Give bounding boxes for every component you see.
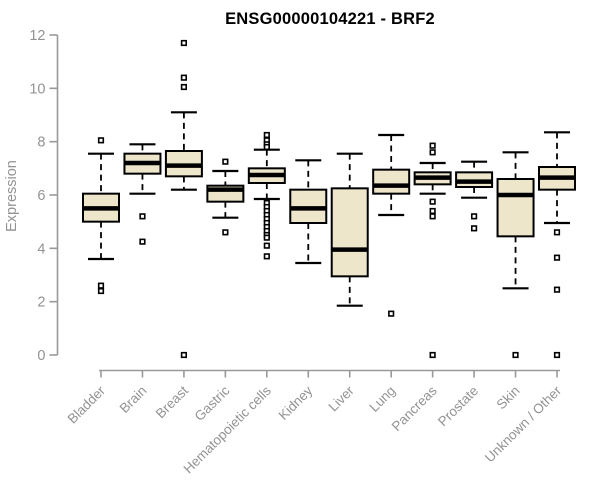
outlier-Bladder [97,287,105,295]
outlier-Pancreas [429,149,436,156]
outlier-Hematopoietic cells [263,242,270,249]
x-category-label: Liver [326,383,358,415]
x-category-label: Lung [366,383,398,415]
outlier-Pancreas [429,207,436,215]
outlier-Gastric [222,158,229,165]
outlier-Skin [512,351,519,359]
outlier-Hematopoietic cells [263,253,270,260]
outlier-Hematopoietic cells [263,143,270,151]
chart-title: ENSG00000104221 - BRF2 [225,10,435,28]
outlier-Prostate [470,213,478,220]
outlier-Bladder [97,282,105,289]
y-tick-label: 10 [29,81,45,97]
outlier-Breast [180,39,188,47]
outlier-Unknown / Other [553,229,561,236]
x-category-label: Unknown / Other [482,383,565,466]
box-Lung [372,168,411,195]
outlier-Pancreas [429,351,436,359]
x-category-label: Breast [153,383,191,421]
x-category-label: Bladder [65,383,109,427]
outlier-Brain [139,213,146,220]
outlier-Hematopoietic cells [263,234,270,241]
y-tick-label: 4 [37,241,45,257]
x-category-label: Pancreas [389,383,440,434]
outlier-Hematopoietic cells [263,131,270,139]
y-tick-label: 12 [29,28,45,44]
outlier-Pancreas [429,142,436,149]
outlier-Breast [180,83,188,91]
outlier-Unknown / Other [553,351,561,359]
outlier-Unknown / Other [553,286,561,293]
outlier-Brain [139,238,146,245]
outlier-Pancreas [429,198,436,205]
y-tick-label: 6 [37,188,45,204]
box-Skin [496,178,535,238]
outlier-Unknown / Other [553,254,561,261]
x-category-label: Gastric [192,383,233,424]
x-category-label: Prostate [435,383,481,429]
x-category-label: Kidney [276,383,316,423]
box-Liver [330,187,369,278]
x-category-label: Skin [493,383,522,412]
outlier-Breast [180,351,188,359]
outlier-Prostate [470,225,478,232]
outlier-Gastric [222,229,229,236]
outlier-Pancreas [429,213,436,220]
y-tick-label: 8 [37,135,45,151]
x-category-label: Brain [117,383,150,416]
outlier-Bladder [97,137,105,144]
y-tick-label: 2 [37,295,45,311]
y-tick-label: 0 [37,348,45,364]
outlier-Lung [388,310,395,317]
outlier-Breast [180,74,188,81]
